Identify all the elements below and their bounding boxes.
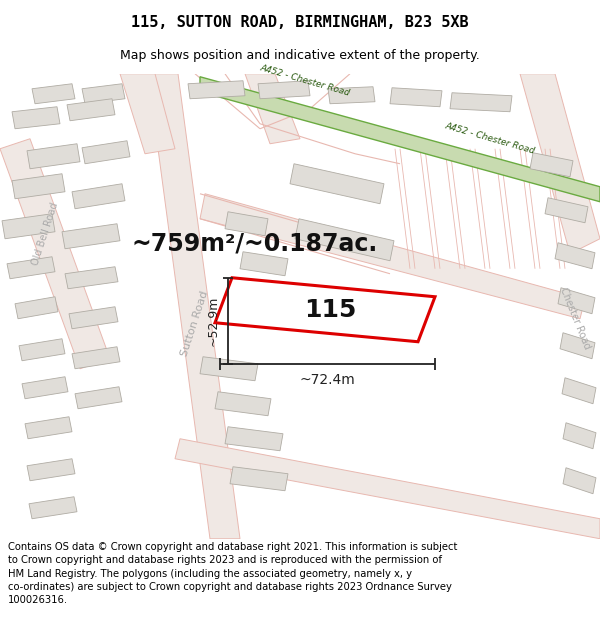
Text: Contains OS data © Crown copyright and database right 2021. This information is : Contains OS data © Crown copyright and d… bbox=[8, 542, 457, 605]
Polygon shape bbox=[148, 74, 240, 539]
Polygon shape bbox=[560, 332, 595, 359]
Polygon shape bbox=[215, 278, 435, 342]
Polygon shape bbox=[200, 357, 258, 381]
Text: A452 - Chester Road: A452 - Chester Road bbox=[444, 122, 536, 156]
Polygon shape bbox=[12, 174, 65, 199]
Polygon shape bbox=[12, 107, 60, 129]
Polygon shape bbox=[27, 144, 80, 169]
Text: A452 - Chester Road: A452 - Chester Road bbox=[259, 64, 351, 98]
Polygon shape bbox=[25, 417, 72, 439]
Polygon shape bbox=[328, 87, 375, 104]
Polygon shape bbox=[2, 214, 55, 239]
Polygon shape bbox=[258, 81, 310, 99]
Text: 115, SUTTON ROAD, BIRMINGHAM, B23 5XB: 115, SUTTON ROAD, BIRMINGHAM, B23 5XB bbox=[131, 14, 469, 29]
Polygon shape bbox=[562, 378, 596, 404]
Polygon shape bbox=[295, 219, 394, 261]
Polygon shape bbox=[82, 84, 125, 104]
Polygon shape bbox=[390, 88, 442, 107]
Text: 115: 115 bbox=[304, 298, 356, 322]
Polygon shape bbox=[62, 224, 120, 249]
Polygon shape bbox=[200, 77, 600, 202]
Polygon shape bbox=[175, 439, 600, 539]
Polygon shape bbox=[19, 339, 65, 361]
Polygon shape bbox=[67, 99, 115, 121]
Polygon shape bbox=[75, 387, 122, 409]
Polygon shape bbox=[120, 74, 175, 154]
Polygon shape bbox=[225, 427, 283, 451]
Polygon shape bbox=[225, 212, 268, 236]
Polygon shape bbox=[240, 252, 288, 276]
Text: ~52.9m: ~52.9m bbox=[207, 296, 220, 346]
Polygon shape bbox=[520, 74, 600, 254]
Polygon shape bbox=[0, 139, 110, 369]
Polygon shape bbox=[245, 74, 300, 144]
Text: ~72.4m: ~72.4m bbox=[299, 372, 355, 387]
Polygon shape bbox=[69, 307, 118, 329]
Polygon shape bbox=[563, 468, 596, 494]
Polygon shape bbox=[7, 257, 55, 279]
Polygon shape bbox=[82, 141, 130, 164]
Polygon shape bbox=[22, 377, 68, 399]
Polygon shape bbox=[230, 467, 288, 491]
Polygon shape bbox=[72, 184, 125, 209]
Polygon shape bbox=[215, 392, 271, 416]
Polygon shape bbox=[545, 198, 588, 222]
Text: Chester Road: Chester Road bbox=[558, 286, 592, 351]
Polygon shape bbox=[32, 84, 75, 104]
Polygon shape bbox=[450, 92, 512, 112]
Polygon shape bbox=[555, 242, 595, 269]
Polygon shape bbox=[230, 282, 283, 306]
Polygon shape bbox=[65, 267, 118, 289]
Polygon shape bbox=[530, 152, 573, 177]
Polygon shape bbox=[72, 347, 120, 369]
Polygon shape bbox=[15, 297, 58, 319]
Polygon shape bbox=[188, 81, 245, 99]
Text: Old Bell Road: Old Bell Road bbox=[30, 201, 60, 266]
Text: Map shows position and indicative extent of the property.: Map shows position and indicative extent… bbox=[120, 49, 480, 62]
Polygon shape bbox=[27, 459, 75, 481]
Text: ~759m²/~0.187ac.: ~759m²/~0.187ac. bbox=[132, 232, 378, 256]
Polygon shape bbox=[290, 164, 384, 204]
Polygon shape bbox=[558, 288, 595, 314]
Polygon shape bbox=[563, 422, 596, 449]
Text: Sutton Road: Sutton Road bbox=[179, 290, 211, 357]
Polygon shape bbox=[200, 194, 585, 319]
Polygon shape bbox=[29, 497, 77, 519]
